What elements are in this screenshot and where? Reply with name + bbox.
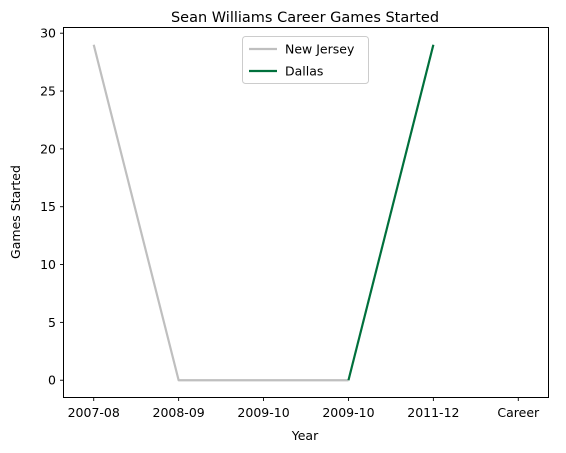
x-axis-ticks: 2007-08 2008-09 2009-10 2009-10 2011-12 Caree… — [68, 397, 540, 420]
y-tick-label: 10 — [40, 257, 56, 272]
series-line-1 — [347, 44, 435, 381]
legend: New Jersey Dallas — [242, 36, 369, 84]
y-axis-ticks: 0 5 10 15 20 25 30 — [40, 26, 64, 388]
y-tick-label: 15 — [40, 199, 56, 214]
x-tick-label: 2009-10 — [237, 405, 289, 420]
series-line-0 — [92, 44, 349, 382]
y-tick-label: 20 — [40, 141, 56, 156]
x-tick-label: 2008-09 — [153, 405, 205, 420]
y-tick-label: 5 — [48, 315, 56, 330]
plot-lines — [92, 44, 435, 382]
legend-label-0: New Jersey — [285, 42, 355, 57]
chart-title: Sean Williams Career Games Started — [171, 10, 439, 26]
x-axis-label: Year — [291, 428, 319, 443]
x-tick-label: 2011-12 — [407, 405, 459, 420]
x-tick-label: Career — [497, 405, 540, 420]
x-tick-label: 2007-08 — [68, 405, 120, 420]
plot-frame — [63, 27, 549, 398]
y-tick-label: 30 — [40, 26, 56, 41]
x-tick-label: 2009-10 — [322, 405, 374, 420]
legend-label-1: Dallas — [285, 64, 323, 79]
y-tick-label: 0 — [48, 373, 56, 388]
y-axis-label: Games Started — [8, 165, 23, 259]
y-tick-label: 25 — [40, 84, 56, 99]
